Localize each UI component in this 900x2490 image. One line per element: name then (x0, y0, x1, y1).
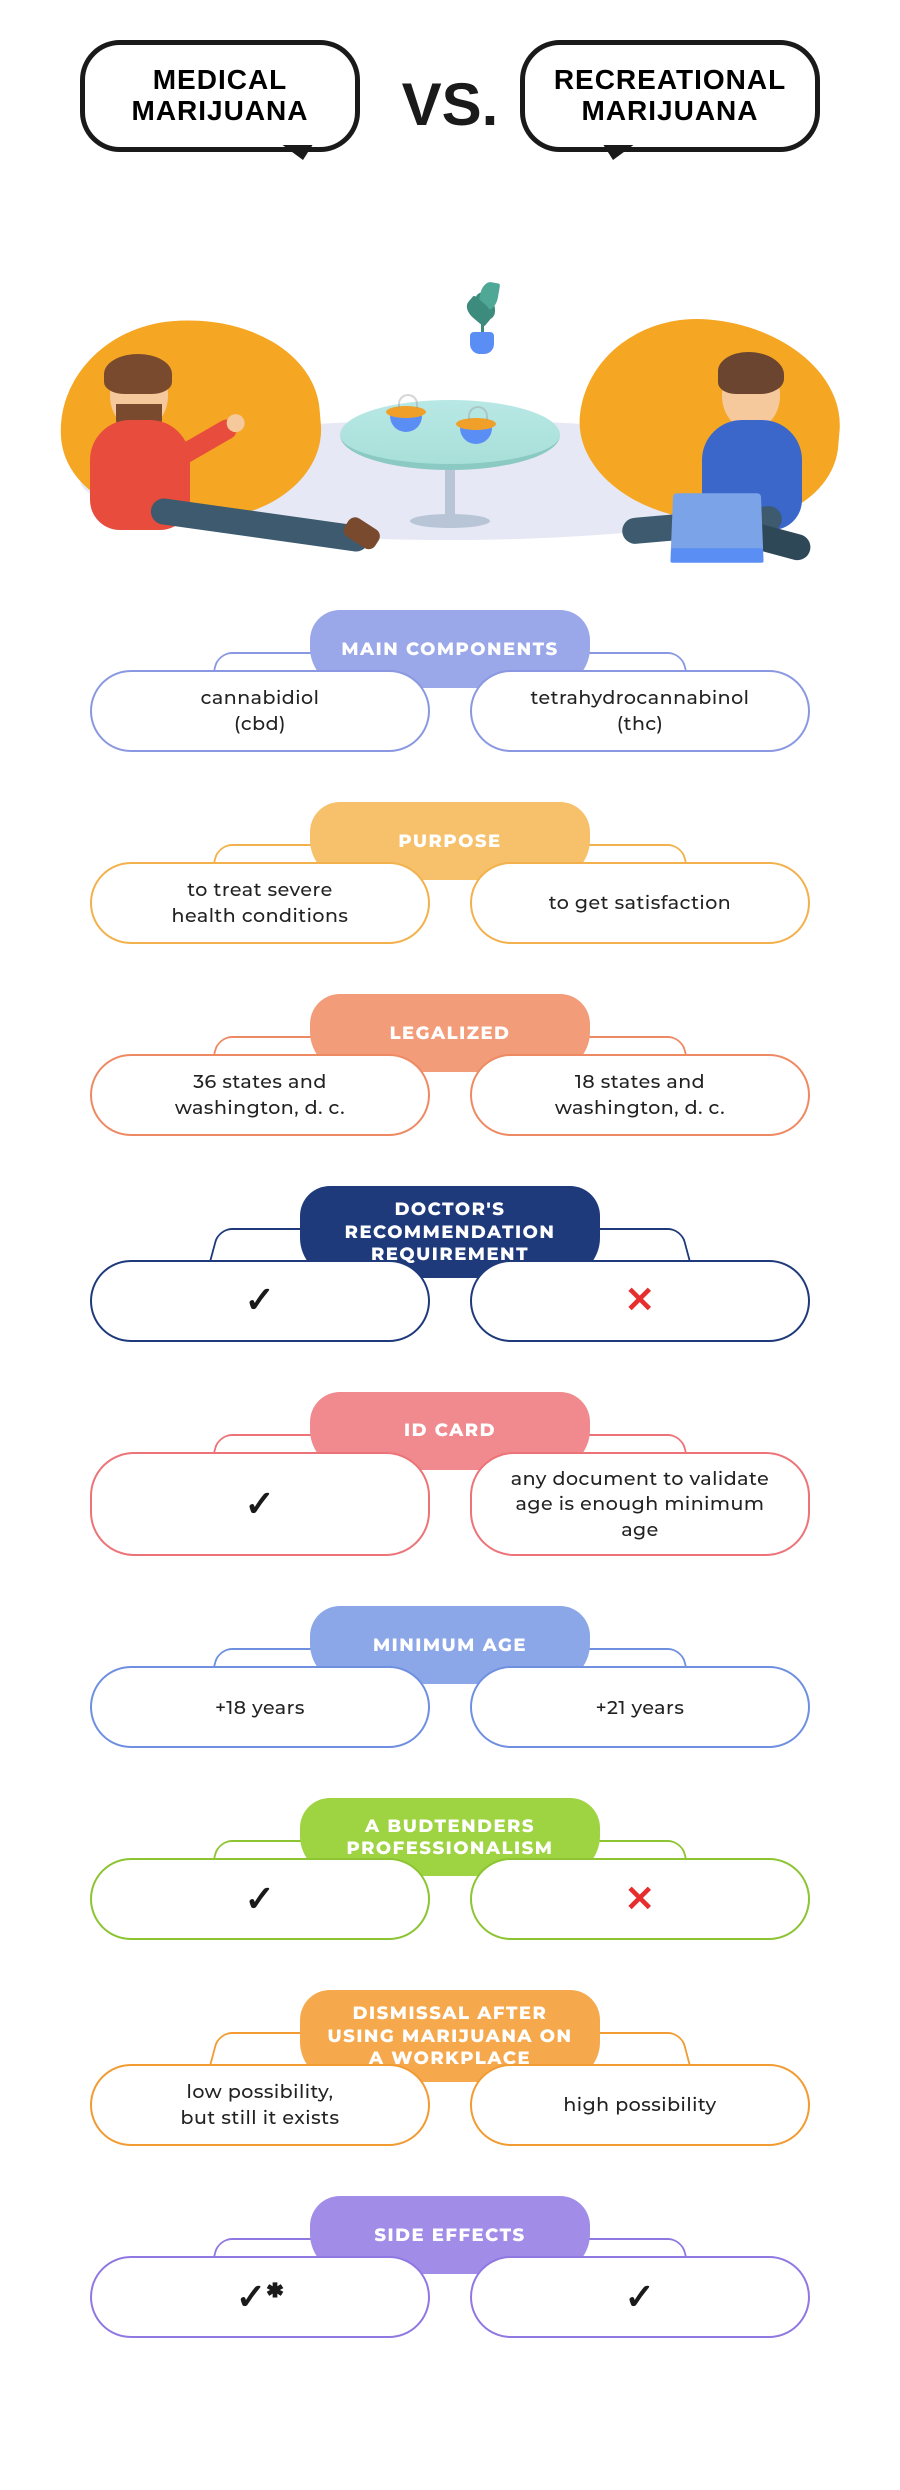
pill-left: +18 years (90, 1666, 430, 1748)
pill-right: 18 states andwashington, d. c. (470, 1054, 810, 1136)
comparison-pair: ✓ any document to validate age is enough … (90, 1452, 810, 1557)
comparison-section: DOCTOR'S RECOMMENDATION REQUIREMENT✓✕ (90, 1186, 810, 1342)
check-icon: ✓* (236, 2273, 284, 2322)
pill-text: +21 years (596, 1695, 685, 1721)
comparison-pair: 36 states andwashington, d. c. 18 states … (90, 1054, 810, 1136)
table (340, 400, 560, 470)
illustration-scene (70, 200, 830, 540)
pill-text: to treat severehealth conditions (172, 877, 349, 928)
speech-bubble-right: RECREATIONALMARIJUANA (520, 40, 820, 152)
pill-text: 36 states andwashington, d. c. (175, 1069, 345, 1120)
pill-left: ✓* (90, 2256, 430, 2338)
comparison-pair: ✓✕ (90, 1260, 810, 1342)
check-icon: ✓ (245, 1875, 276, 1924)
table-top (340, 400, 560, 470)
comparison-sections: MAIN COMPONENTScannabidiol(cbd)tetrahydr… (60, 610, 840, 2338)
pill-right: +21 years (470, 1666, 810, 1748)
plant-icon (470, 332, 494, 354)
pill-left: ✓ (90, 1260, 430, 1342)
pill-text: high possibility (563, 2092, 716, 2118)
pill-right: ✕ (470, 1260, 810, 1342)
pill-right: tetrahydrocannabinol(thc) (470, 670, 810, 752)
pill-right: high possibility (470, 2064, 810, 2146)
bubble-left-text: MEDICALMARIJUANA (132, 64, 309, 126)
comparison-section: LEGALIZED36 states andwashington, d. c.1… (90, 994, 810, 1136)
pill-text: tetrahydrocannabinol(thc) (531, 685, 750, 736)
pill-right: to get satisfaction (470, 862, 810, 944)
vs-label: VS. (402, 70, 499, 139)
comparison-pair: +18 years +21 years (90, 1666, 810, 1748)
pill-left: ✓ (90, 1452, 430, 1557)
pill-text: low possibility,but still it exists (181, 2079, 340, 2130)
comparison-pair: ✓* ✓ (90, 2256, 810, 2338)
plant-pot (470, 332, 494, 354)
header: MEDICALMARIJUANA VS. RECREATIONALMARIJUA… (60, 40, 840, 560)
pill-text: 18 states andwashington, d. c. (555, 1069, 725, 1120)
table-base (410, 514, 490, 528)
comparison-pair: to treat severehealth conditions to get s… (90, 862, 810, 944)
speech-bubble-left: MEDICALMARIJUANA (80, 40, 360, 152)
person-left (110, 362, 168, 430)
comparison-section: MAIN COMPONENTScannabidiol(cbd)tetrahydr… (90, 610, 810, 752)
comparison-section: A BUDTENDERS PROFESSIONALISM✓✕ (90, 1798, 810, 1940)
hair-icon (104, 354, 172, 394)
laptop-icon (671, 493, 763, 552)
comparison-section: ID CARD✓any document to validate age is … (90, 1392, 810, 1557)
comparison-section: SIDE EFFECTS✓*✓ (90, 2196, 810, 2338)
comparison-section: PURPOSEto treat severehealth conditionst… (90, 802, 810, 944)
pill-text: to get satisfaction (549, 890, 732, 916)
hair-icon (718, 352, 784, 394)
cross-icon: ✕ (625, 1276, 656, 1325)
pill-left: 36 states andwashington, d. c. (90, 1054, 430, 1136)
comparison-section: DISMISSAL AFTER USING MARIJUANA ON A WOR… (90, 1990, 810, 2146)
pill-left: ✓ (90, 1858, 430, 1940)
comparison-pair: cannabidiol(cbd) tetrahydrocannabinol(thc… (90, 670, 810, 752)
check-icon: ✓ (625, 2273, 656, 2322)
comparison-pair: low possibility,but still it exists high … (90, 2064, 810, 2146)
person-right (722, 362, 780, 430)
cup-icon (460, 426, 492, 444)
pill-left: to treat severehealth conditions (90, 862, 430, 944)
pill-right: any document to validate age is enough m… (470, 1452, 810, 1557)
pill-right: ✓ (470, 2256, 810, 2338)
bubble-right-text: RECREATIONALMARIJUANA (554, 64, 786, 126)
comparison-pair: ✓✕ (90, 1858, 810, 1940)
cross-icon: ✕ (625, 1875, 656, 1924)
pill-right: ✕ (470, 1858, 810, 1940)
check-icon: ✓ (245, 1276, 276, 1325)
pill-text: any document to validate age is enough m… (496, 1466, 784, 1543)
comparison-section: MINIMUM AGE+18 years+21 years (90, 1606, 810, 1748)
table-leg (445, 470, 455, 520)
pill-left: low possibility,but still it exists (90, 2064, 430, 2146)
pill-text: cannabidiol(cbd) (201, 685, 320, 736)
cup-icon (390, 414, 422, 432)
pill-text: +18 years (215, 1695, 305, 1721)
check-icon: ✓ (245, 1480, 276, 1529)
pill-left: cannabidiol(cbd) (90, 670, 430, 752)
